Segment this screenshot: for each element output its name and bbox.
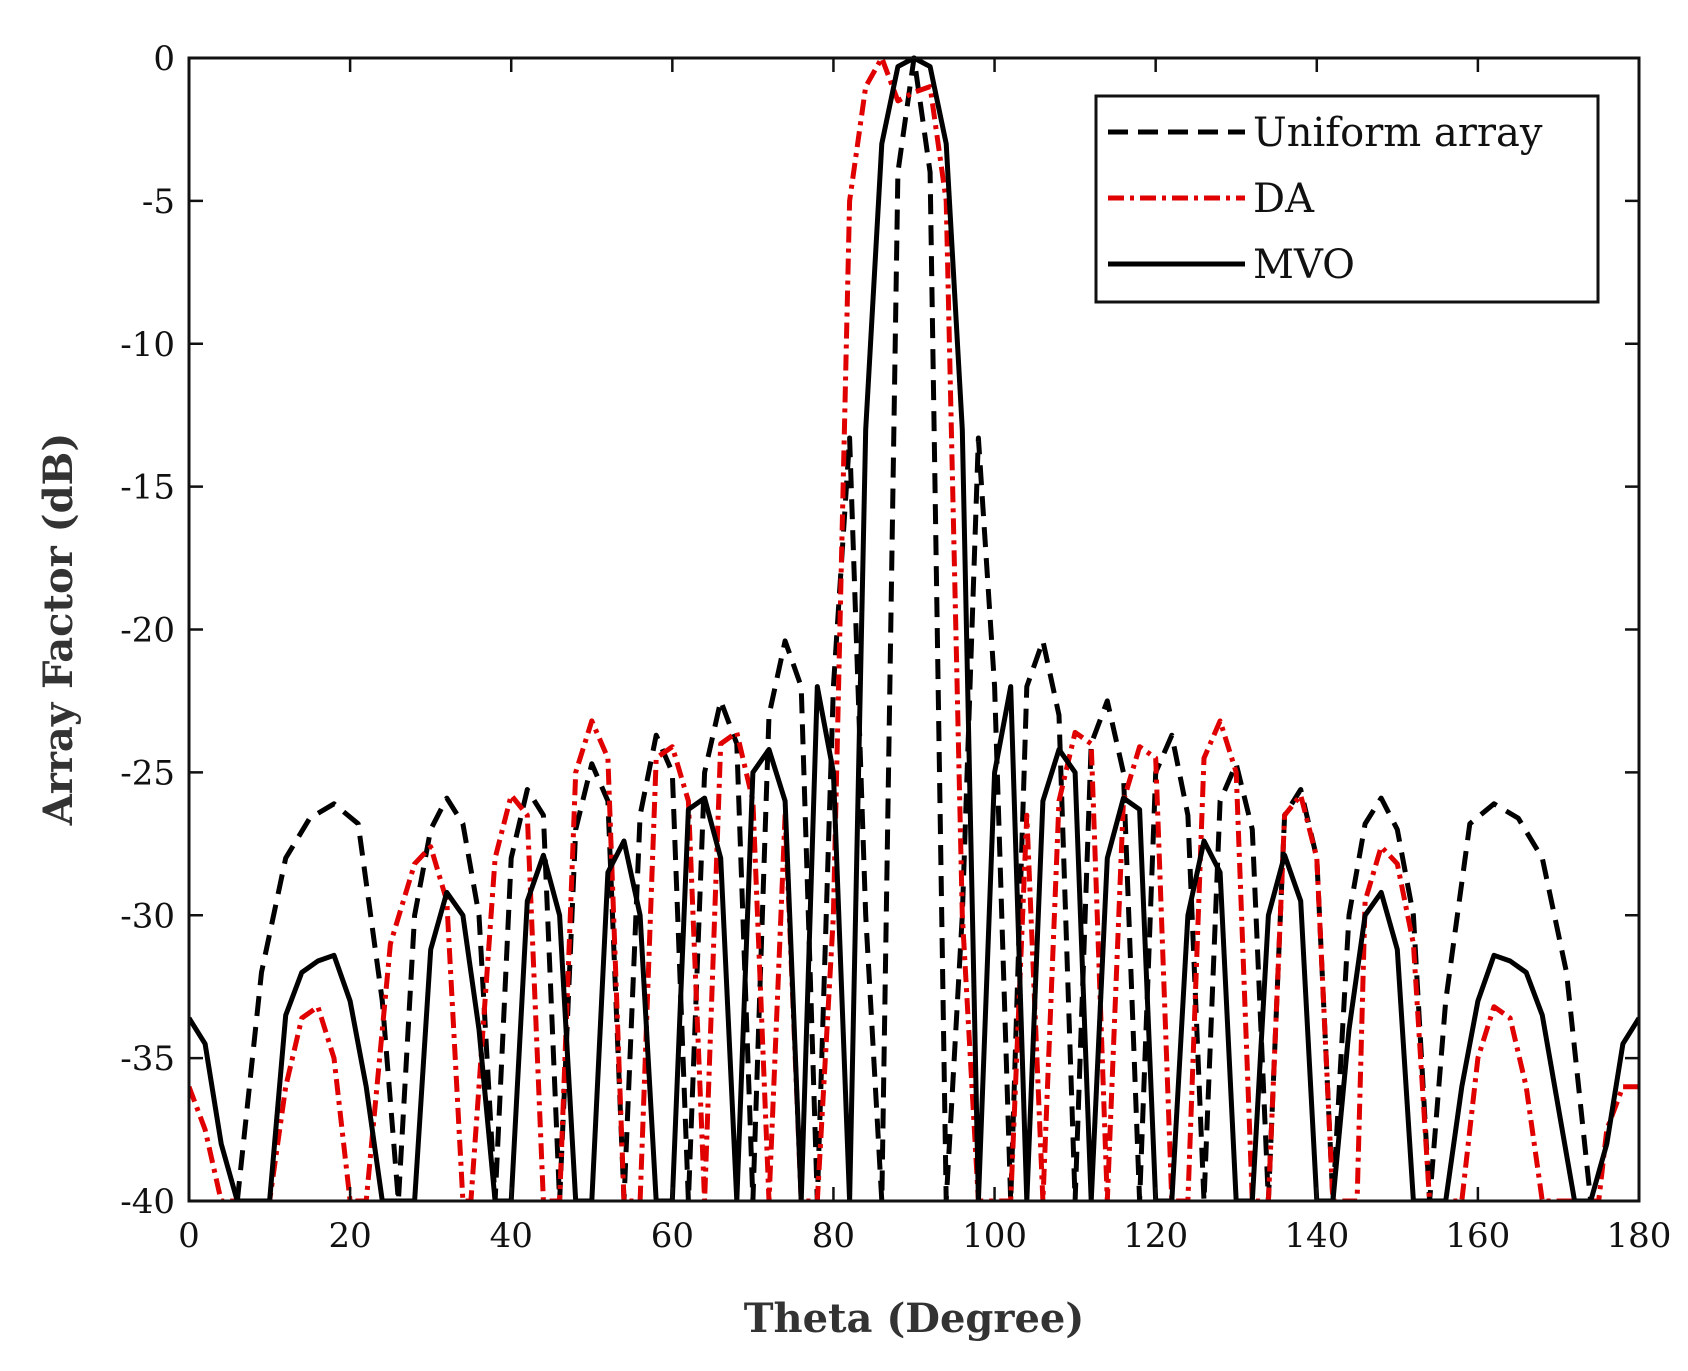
legend-label-mvo: MVO: [1253, 242, 1355, 288]
y-tick-label: 0: [153, 39, 175, 79]
y-tick-label: -30: [120, 896, 175, 936]
x-tick-label: 180: [1607, 1216, 1672, 1256]
y-tick-label: -35: [120, 1039, 175, 1079]
axis-ticks: 0 20 40 60 80 100 120 140 160 180 0 -5 -10 -15 -20 -25 -…: [120, 39, 1671, 1256]
y-tick-label: -5: [142, 182, 175, 222]
y-axis-label: Array Factor (dB): [35, 433, 82, 827]
x-tick-label: 60: [651, 1216, 694, 1256]
legend-label-da: DA: [1253, 176, 1315, 222]
y-tick-label: -40: [120, 1182, 175, 1222]
y-tick-label: -15: [120, 468, 175, 508]
x-axis-label: Theta (Degree): [744, 1295, 1085, 1342]
x-tick-label: 40: [490, 1216, 533, 1256]
legend-label-uniform-array: Uniform array: [1253, 110, 1543, 156]
series-line-da: [189, 55, 1639, 1201]
x-tick-label: 80: [812, 1216, 855, 1256]
y-tick-label: -20: [120, 611, 175, 651]
x-tick-label: 160: [1445, 1216, 1510, 1256]
y-tick-label: -25: [120, 753, 175, 793]
x-tick-label: 0: [178, 1216, 200, 1256]
x-tick-label: 140: [1284, 1216, 1349, 1256]
x-tick-label: 100: [962, 1216, 1027, 1256]
x-tick-label: 20: [328, 1216, 371, 1256]
x-tick-label: 120: [1123, 1216, 1188, 1256]
legend: Uniform array DA MVO: [1094, 94, 1600, 304]
y-tick-label: -10: [120, 325, 175, 365]
